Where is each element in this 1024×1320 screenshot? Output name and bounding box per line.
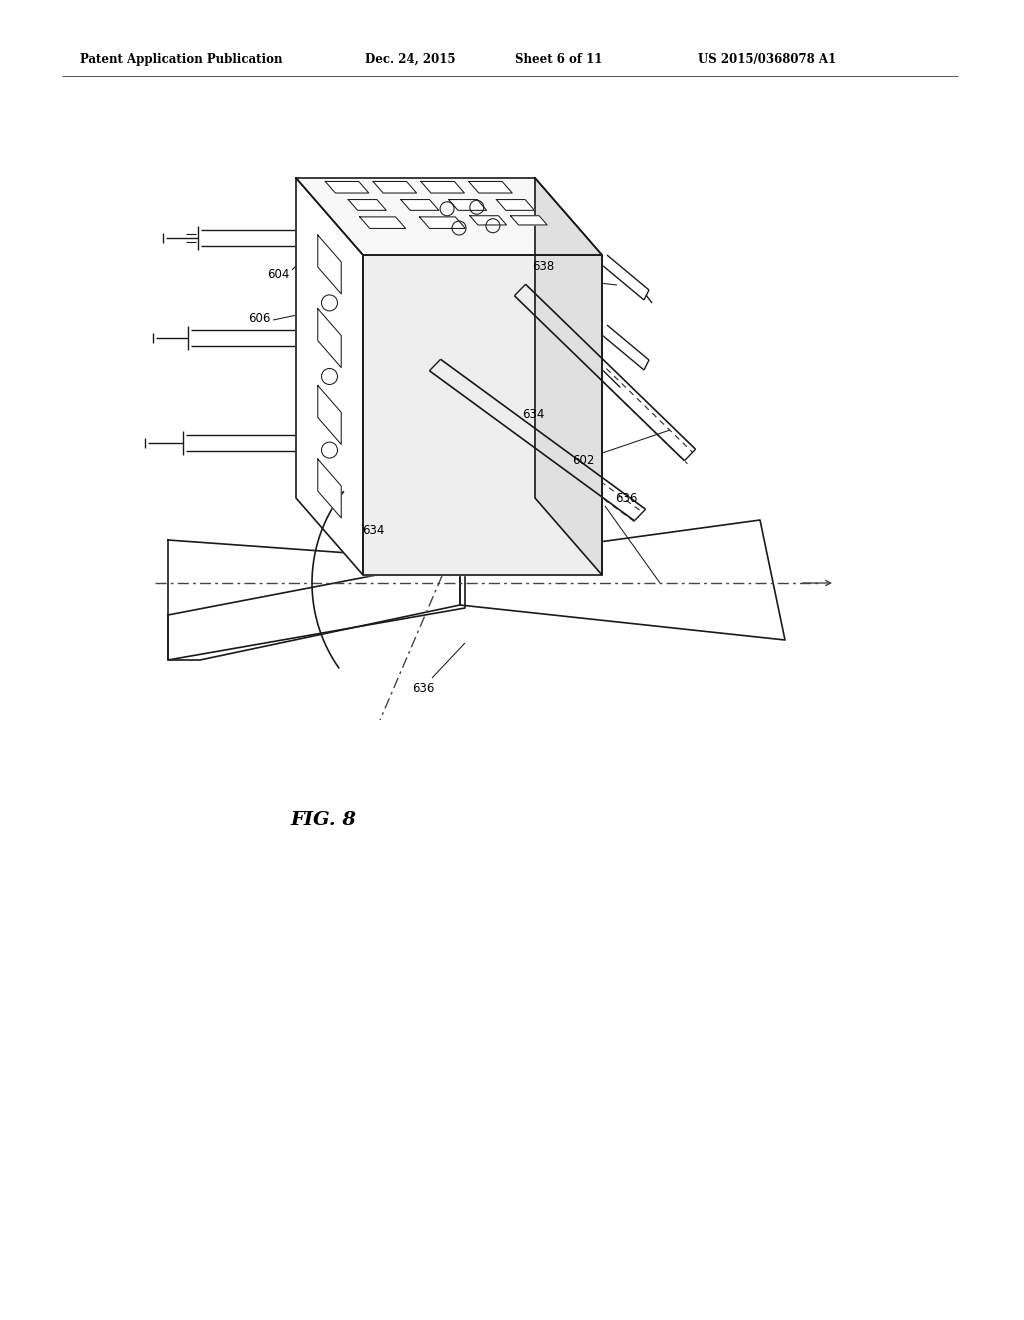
Polygon shape	[400, 199, 439, 210]
Polygon shape	[449, 199, 486, 210]
Polygon shape	[469, 181, 512, 193]
Text: Patent Application Publication: Patent Application Publication	[80, 53, 283, 66]
Polygon shape	[373, 181, 417, 193]
Polygon shape	[362, 255, 602, 576]
Text: 638: 638	[532, 260, 554, 273]
Polygon shape	[420, 216, 465, 228]
Polygon shape	[317, 309, 341, 367]
Text: Dec. 24, 2015: Dec. 24, 2015	[365, 53, 456, 66]
Polygon shape	[348, 199, 386, 210]
Polygon shape	[470, 215, 507, 224]
Text: 634: 634	[522, 408, 545, 421]
Text: 636: 636	[412, 681, 434, 694]
Polygon shape	[535, 178, 602, 576]
Text: 636: 636	[615, 491, 637, 504]
Text: FIG. 8: FIG. 8	[290, 810, 356, 829]
Text: Sheet 6 of 11: Sheet 6 of 11	[515, 53, 602, 66]
Polygon shape	[326, 181, 369, 193]
Text: 634: 634	[362, 524, 384, 536]
Polygon shape	[317, 235, 341, 294]
Polygon shape	[511, 215, 547, 224]
Text: 602: 602	[572, 454, 594, 466]
Polygon shape	[168, 558, 465, 660]
Polygon shape	[497, 199, 535, 210]
Text: US 2015/0368078 A1: US 2015/0368078 A1	[698, 53, 837, 66]
Polygon shape	[296, 178, 362, 576]
Polygon shape	[317, 385, 341, 445]
Polygon shape	[317, 459, 341, 517]
Text: 606: 606	[248, 312, 270, 325]
Polygon shape	[359, 216, 406, 228]
Polygon shape	[421, 181, 465, 193]
Text: 604: 604	[267, 268, 290, 281]
Polygon shape	[168, 540, 460, 660]
Polygon shape	[296, 178, 602, 255]
Polygon shape	[460, 520, 785, 640]
